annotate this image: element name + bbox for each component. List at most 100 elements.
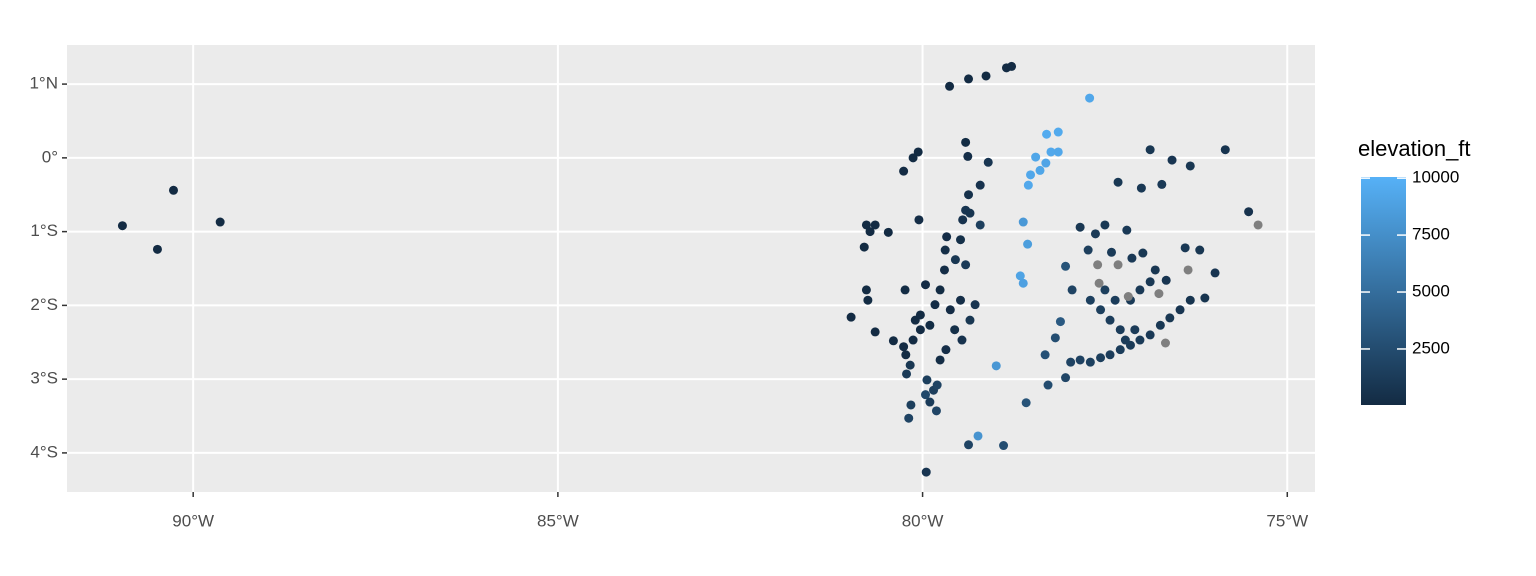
- point: [1040, 350, 1050, 360]
- point: [905, 360, 915, 370]
- point: [1043, 380, 1053, 390]
- point: [957, 335, 967, 345]
- point: [861, 220, 871, 230]
- point: [1185, 295, 1195, 305]
- point: [950, 325, 960, 335]
- point: [1157, 179, 1167, 189]
- colorbar-label: 10000: [1412, 168, 1459, 187]
- legend-title: elevation_ft: [1358, 136, 1471, 161]
- point: [945, 81, 955, 91]
- point: [1122, 225, 1132, 235]
- point: [1075, 222, 1085, 232]
- point: [1031, 152, 1041, 162]
- point: [1135, 285, 1145, 295]
- point: [964, 190, 974, 200]
- point: [1145, 145, 1155, 155]
- point: [1145, 277, 1155, 287]
- point: [925, 320, 935, 330]
- point: [1253, 220, 1263, 230]
- point: [883, 227, 893, 237]
- x-tick-label: 90°W: [172, 511, 214, 530]
- point: [870, 327, 880, 337]
- point: [1055, 317, 1065, 327]
- y-tick-label: 1°N: [29, 74, 58, 93]
- point: [1200, 293, 1210, 303]
- point: [1053, 127, 1063, 137]
- point: [846, 312, 856, 322]
- panel: [67, 45, 1315, 492]
- point: [1136, 183, 1146, 193]
- y-tick-label: 2°S: [30, 295, 58, 314]
- point: [961, 137, 971, 147]
- point: [908, 335, 918, 345]
- point: [1021, 398, 1031, 408]
- point: [961, 260, 971, 270]
- point: [859, 242, 869, 252]
- point: [117, 221, 127, 231]
- point: [1154, 289, 1164, 299]
- point: [168, 185, 178, 195]
- point: [945, 305, 955, 315]
- point: [932, 380, 942, 390]
- point: [941, 345, 951, 355]
- point: [913, 147, 923, 157]
- point: [1150, 265, 1160, 275]
- point: [1145, 330, 1155, 340]
- point: [1120, 335, 1130, 345]
- point: [1175, 305, 1185, 315]
- point: [861, 285, 871, 295]
- point: [904, 413, 914, 423]
- point: [925, 397, 935, 407]
- point: [950, 255, 960, 265]
- point: [152, 244, 162, 254]
- point: [1061, 261, 1071, 271]
- point: [900, 285, 910, 295]
- point: [1007, 61, 1017, 71]
- point: [1066, 357, 1076, 367]
- x-tick-label: 75°W: [1266, 511, 1308, 530]
- point: [956, 295, 966, 305]
- point: [1085, 357, 1095, 367]
- point: [1135, 335, 1145, 345]
- point: [1113, 177, 1123, 187]
- point: [865, 227, 875, 237]
- point: [1018, 217, 1028, 227]
- point: [970, 300, 980, 310]
- y-tick-label: 0°: [42, 147, 58, 166]
- point: [930, 300, 940, 310]
- point: [983, 157, 993, 167]
- y-tick-label: 3°S: [30, 369, 58, 388]
- point: [899, 342, 909, 352]
- point: [1094, 278, 1104, 288]
- point: [1106, 247, 1116, 257]
- point: [1046, 147, 1056, 157]
- point: [958, 215, 968, 225]
- x-tick-label: 85°W: [537, 511, 579, 530]
- point: [991, 361, 1001, 371]
- point: [1210, 268, 1220, 278]
- y-tick-label: 1°S: [30, 221, 58, 240]
- point: [1138, 248, 1148, 258]
- point: [1018, 278, 1028, 288]
- point: [901, 350, 911, 360]
- point: [1075, 355, 1085, 365]
- point: [956, 235, 966, 245]
- colorbar: [1361, 177, 1406, 405]
- y-tick-label: 4°S: [30, 442, 58, 461]
- point: [1115, 325, 1125, 335]
- point: [1090, 229, 1100, 239]
- point: [1096, 305, 1106, 315]
- point: [1026, 170, 1036, 180]
- point: [965, 315, 975, 325]
- point: [963, 151, 973, 161]
- point: [973, 431, 983, 441]
- point: [939, 265, 949, 275]
- point: [1127, 253, 1137, 263]
- point: [1195, 245, 1205, 255]
- point: [935, 285, 945, 295]
- point: [981, 71, 991, 81]
- point: [975, 220, 985, 230]
- point: [1042, 129, 1052, 139]
